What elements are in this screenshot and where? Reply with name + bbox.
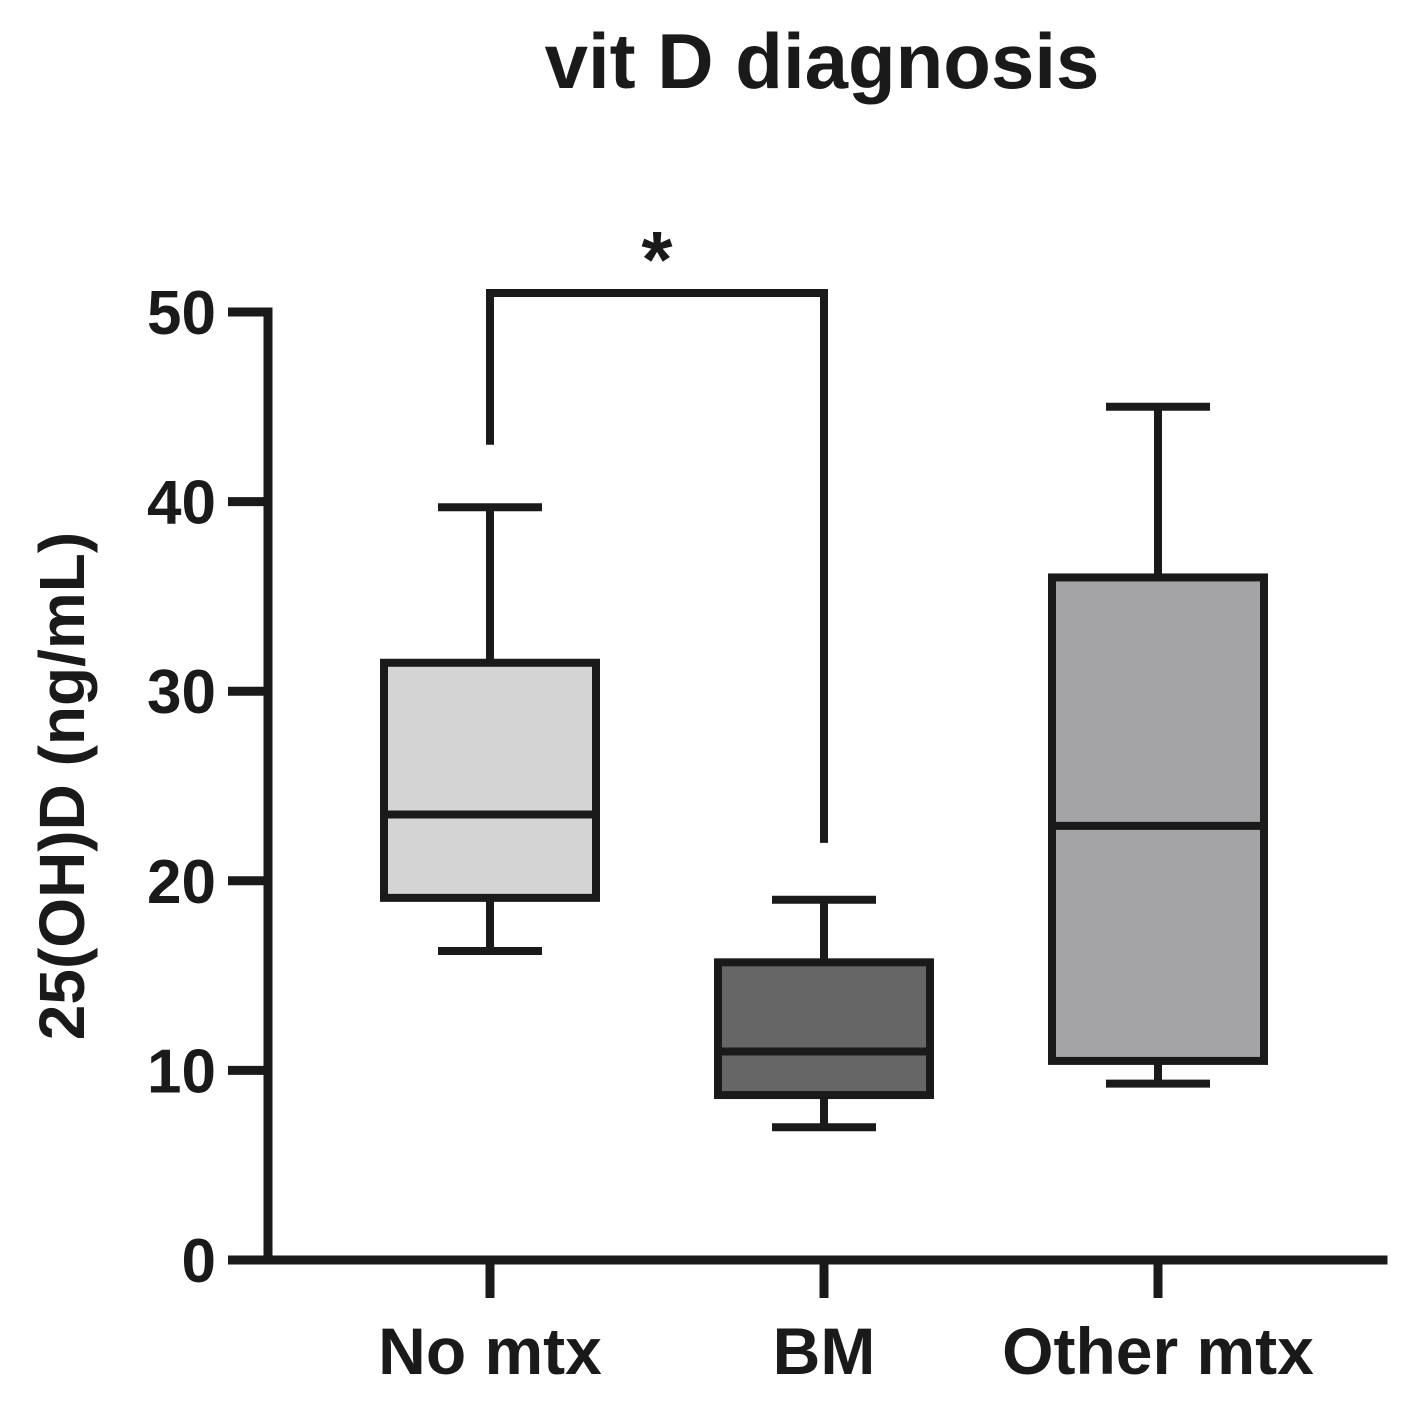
y-axis-label: 25(OH)D (ng/mL) [26,532,98,1040]
box-bm [714,958,934,1100]
y-tick-label-20: 20 [147,848,216,917]
y-tick-label-40: 40 [147,469,216,538]
significance-asterisk: * [641,215,673,304]
x-tick-label-bm: BM [773,1314,876,1388]
chart-title: vit D diagnosis [545,17,1100,105]
x-tick-label-no-mtx: No mtx [378,1314,602,1388]
box-other-mtx [1048,573,1268,1065]
x-tick-label-other-mtx: Other mtx [1002,1314,1314,1388]
y-tick-label-10: 10 [147,1037,216,1106]
significance-bracket [486,289,828,843]
box-no-mtx [380,658,600,902]
y-tick-label-0: 0 [182,1227,216,1296]
y-tick-label-50: 50 [147,279,216,348]
y-tick-label-30: 30 [147,658,216,727]
plot-area: 0 10 20 30 40 50 No mtx BM Other mtx * [147,215,1388,1388]
